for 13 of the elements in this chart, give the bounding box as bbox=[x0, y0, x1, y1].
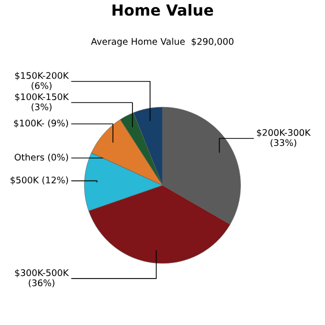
data-label: (36%) bbox=[28, 279, 54, 288]
data-label: (6%) bbox=[32, 82, 52, 90]
slice-label: $300K-500K bbox=[15, 269, 69, 278]
slice-label: $100K-150K bbox=[15, 93, 69, 102]
slice-label: $200K-300K bbox=[257, 128, 311, 138]
legend-label: Others (0%) bbox=[14, 154, 68, 162]
data-label: (3%) bbox=[32, 103, 52, 112]
slice-label: $500K (12%) bbox=[10, 176, 68, 185]
slice-label: $100K- (9%) bbox=[14, 119, 68, 128]
chart-title: Home Value bbox=[112, 4, 214, 16]
data-label: (33%) bbox=[270, 139, 296, 148]
slice-label: $150K-200K bbox=[15, 72, 69, 80]
chart-subtitle: Average Home Value $290,000 bbox=[91, 38, 234, 47]
